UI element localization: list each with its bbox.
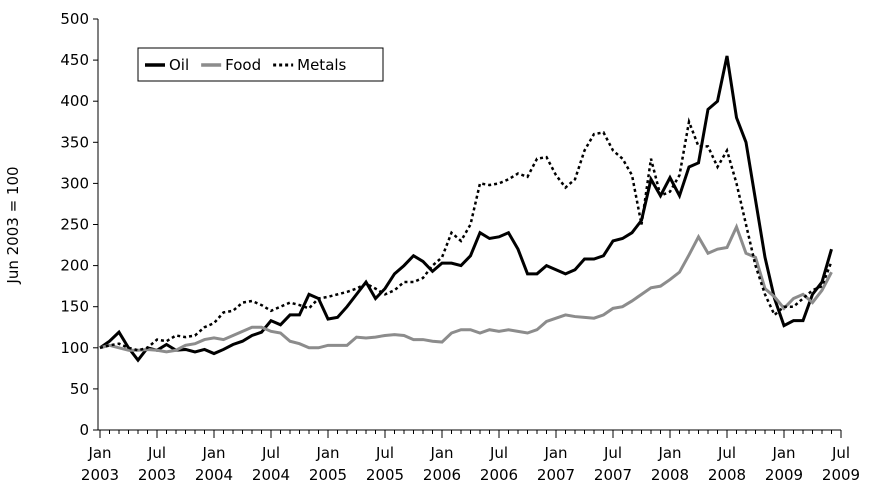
x-tick-label: Jul 2005 [366, 444, 404, 484]
legend-label: Food [225, 56, 261, 74]
y-tick-label: 500 [60, 10, 89, 28]
x-tick-label: Jul 2006 [480, 444, 518, 484]
x-tick-label: Jan 2003 [81, 444, 119, 484]
x-tick-label: Jan 2005 [309, 444, 347, 484]
y-tick-label: 250 [60, 216, 89, 234]
x-tick-label: Jul 2003 [138, 444, 176, 484]
legend-box [137, 47, 384, 82]
x-tick-label: Jan 2008 [651, 444, 689, 484]
y-tick-label: 400 [60, 92, 89, 110]
y-tick-label: 0 [79, 421, 89, 439]
x-tick-label: Jan 2007 [537, 444, 575, 484]
x-tick-label: Jan 2009 [765, 444, 803, 484]
y-tick-label: 350 [60, 133, 89, 151]
x-tick-label: Jul 2008 [708, 444, 746, 484]
x-tick-label: Jul 2007 [594, 444, 632, 484]
legend-label: Metals [297, 56, 346, 74]
x-tick-label: Jan 2006 [423, 444, 461, 484]
y-axis-label: Jun 2003 = 100 [4, 166, 22, 284]
y-tick-label: 100 [60, 339, 89, 357]
y-tick-label: 150 [60, 298, 89, 316]
x-tick-label: Jul 2009 [822, 444, 860, 484]
legend: Oil Food Metals [137, 47, 384, 82]
series-line [99, 223, 833, 354]
legend-label: Oil [169, 56, 189, 74]
y-tick-label: 50 [70, 380, 89, 398]
x-tick-label: Jan 2004 [195, 444, 233, 484]
x-tick-label: Jul 2004 [252, 444, 290, 484]
y-tick-label: 300 [60, 174, 89, 192]
y-tick-label: 450 [60, 51, 89, 69]
series-line [99, 55, 833, 363]
y-tick-label: 200 [60, 257, 89, 275]
series-line [99, 117, 833, 352]
